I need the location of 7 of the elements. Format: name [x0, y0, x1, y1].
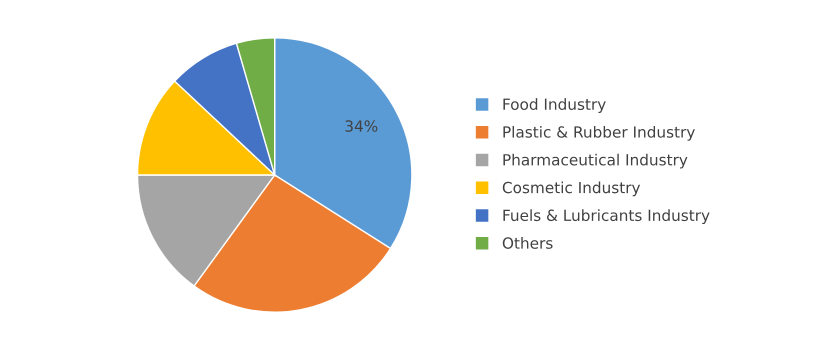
legend-label: Pharmaceutical Industry [503, 154, 688, 169]
legend-label: Plastic & Rubber Industry [503, 126, 695, 141]
legend-label: Others [502, 237, 553, 249]
data-label: 34% [345, 120, 378, 132]
legend-label: Cosmetic Industry [502, 181, 640, 196]
legend-label: Food Industry [503, 98, 606, 113]
legend-label: Fuels & Lubricants Industry [503, 209, 710, 224]
